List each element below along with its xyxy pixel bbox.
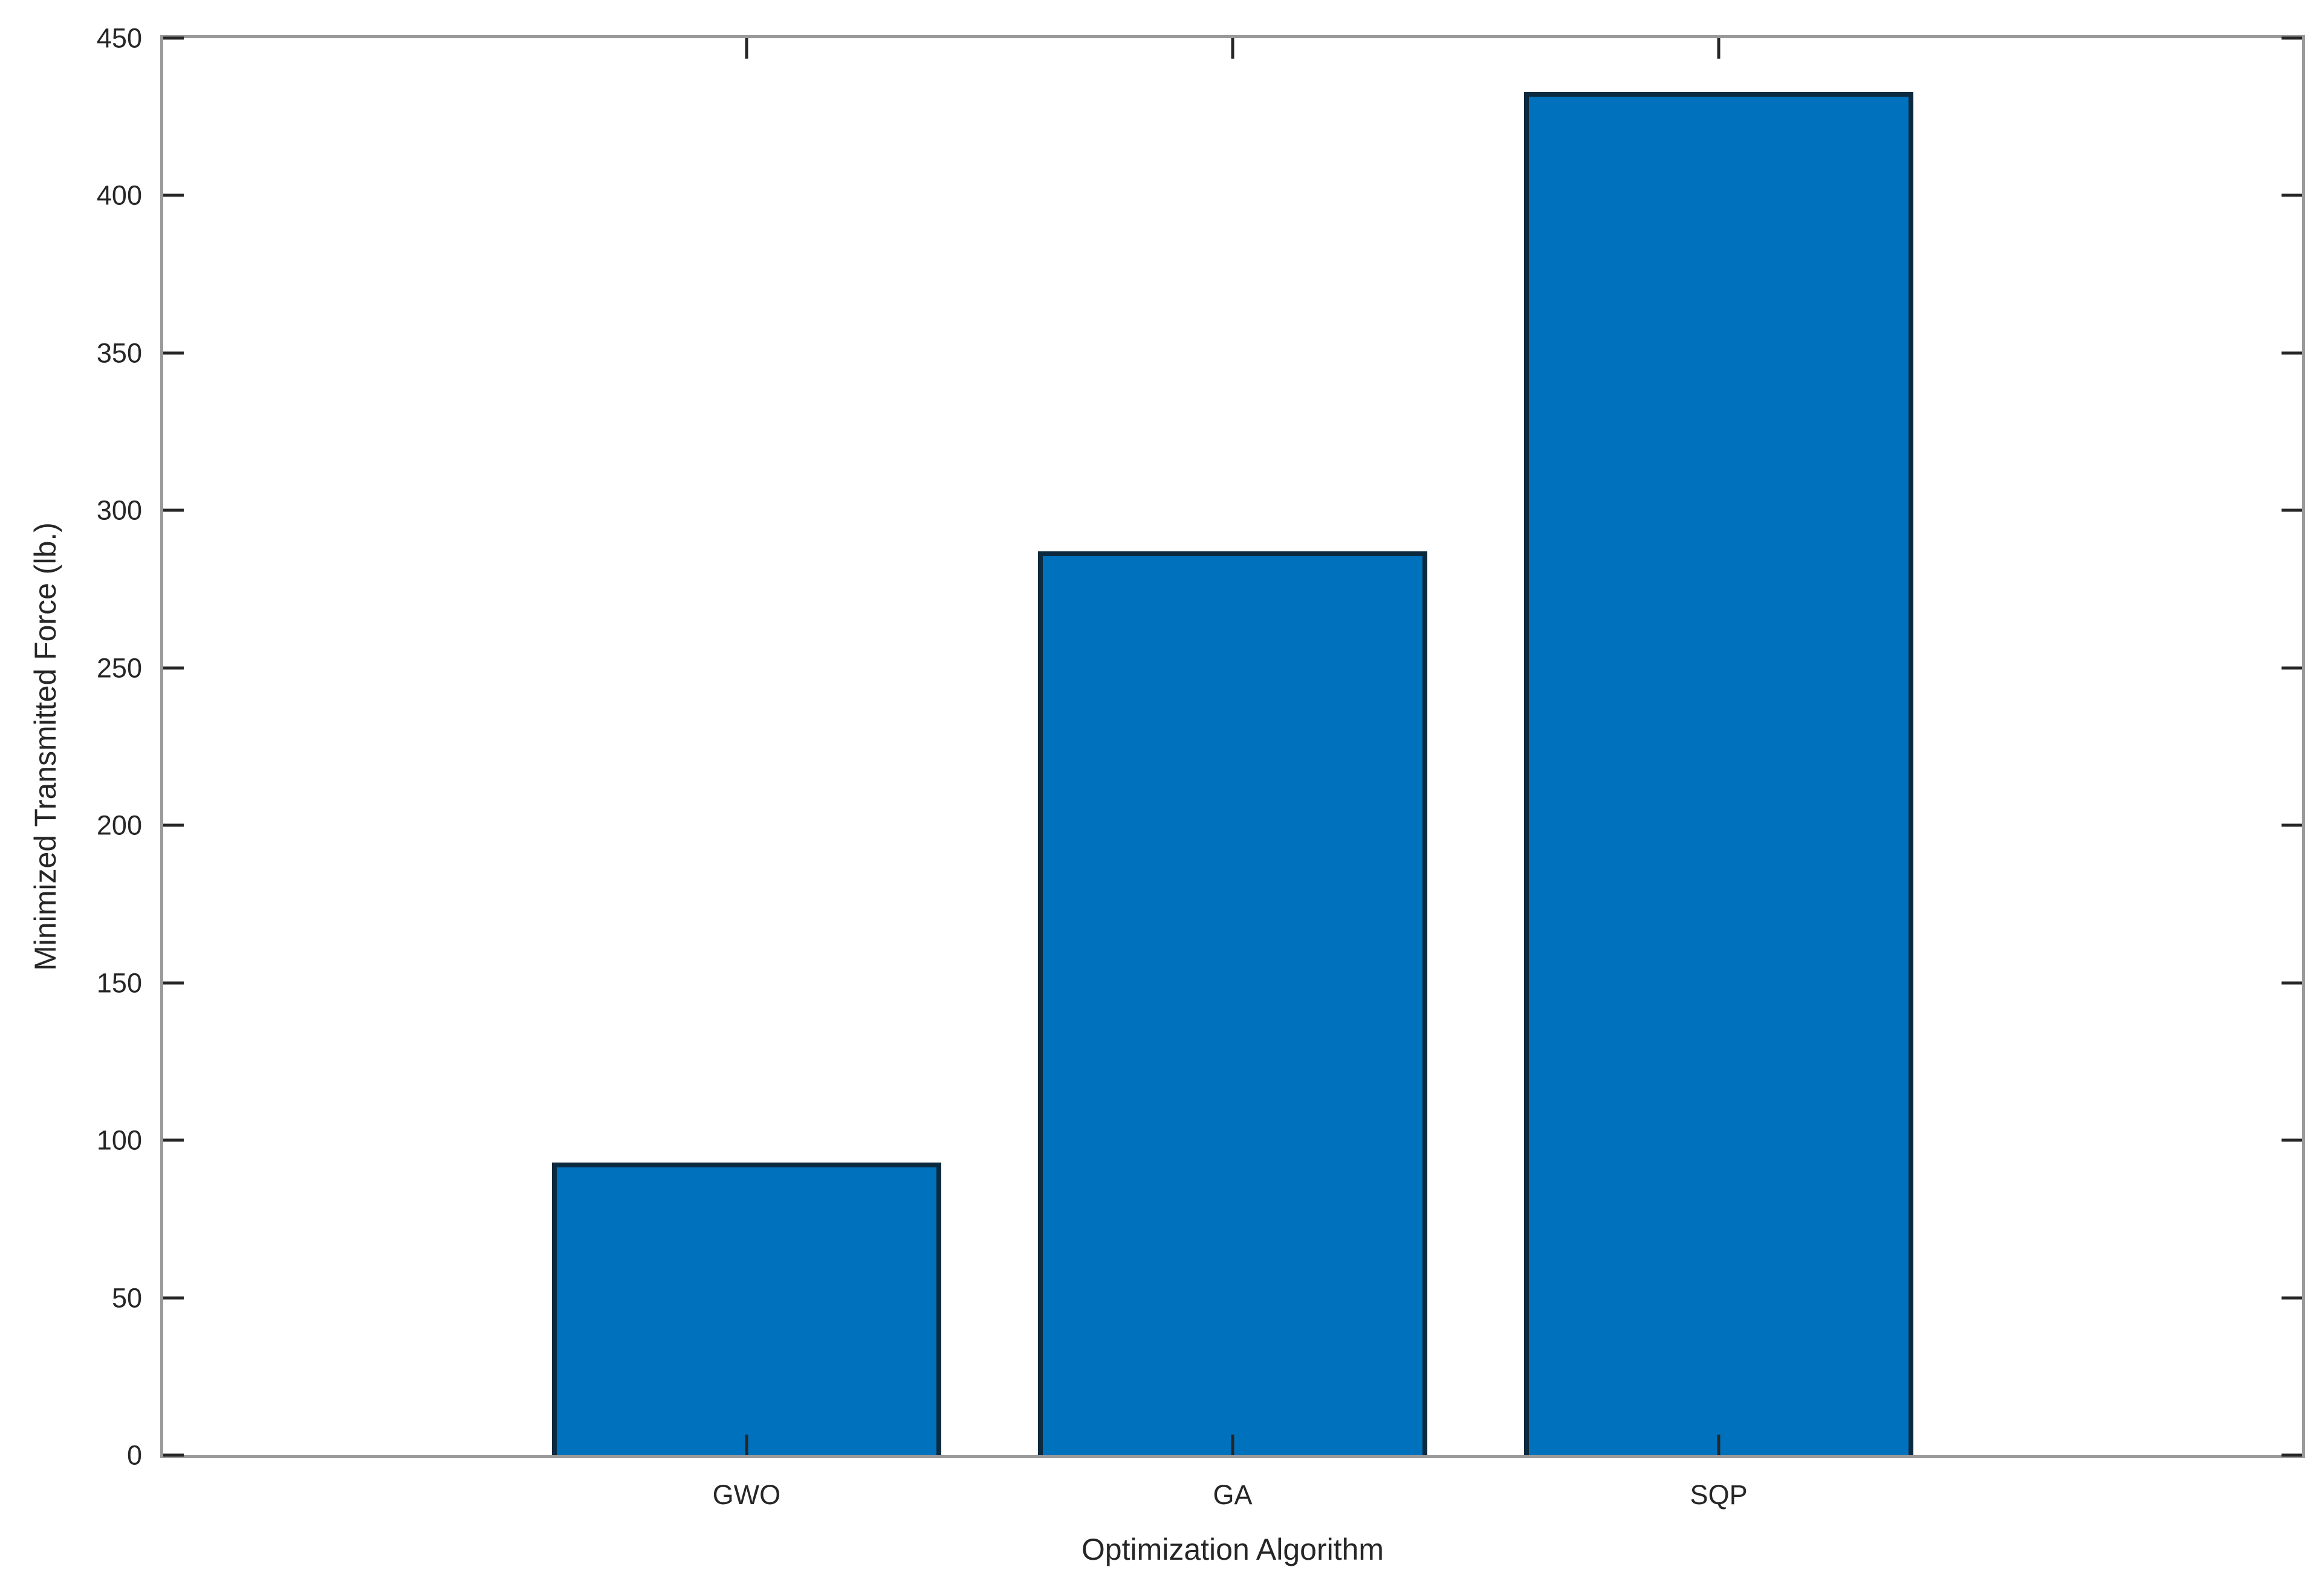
y-tick-mark <box>2282 193 2302 197</box>
y-tick-label: 100 <box>96 1124 142 1156</box>
y-axis-tick-labels: 0 50 100 150 200 250 300 350 400 450 <box>0 25 142 1469</box>
y-tick-mark <box>163 666 184 670</box>
y-tick-mark <box>163 508 184 512</box>
y-tick-mark <box>2282 351 2302 355</box>
x-tick-mark <box>1231 1435 1234 1455</box>
y-tick-mark <box>163 36 184 40</box>
x-tick-mark <box>1717 1435 1721 1455</box>
x-tick-mark <box>745 38 748 59</box>
y-tick-label: 0 <box>126 1439 142 1471</box>
y-tick-label: 250 <box>96 652 142 684</box>
y-tick-mark <box>2282 36 2302 40</box>
x-tick-mark <box>1231 38 1234 59</box>
plot-area <box>160 35 2305 1458</box>
y-tick-label: 150 <box>96 967 142 999</box>
x-axis-title: Optimization Algorithm <box>1081 1533 1384 1566</box>
y-tick-mark <box>163 193 184 197</box>
y-tick-label: 200 <box>96 809 142 841</box>
y-tick-mark <box>2282 1296 2302 1300</box>
y-tick-mark <box>2282 823 2302 827</box>
x-tick-label-gwo: GWO <box>712 1479 781 1510</box>
bar-sqp <box>1524 91 1913 1455</box>
y-tick-label: 300 <box>96 495 142 526</box>
y-tick-mark <box>2282 666 2302 670</box>
x-tick-label-sqp: SQP <box>1690 1479 1748 1510</box>
y-tick-label: 450 <box>96 22 142 54</box>
x-tick-label-ga: GA <box>1213 1479 1253 1510</box>
y-tick-mark <box>2282 981 2302 985</box>
y-tick-mark <box>2282 1138 2302 1142</box>
bar-ga <box>1038 551 1427 1455</box>
y-tick-label: 50 <box>111 1282 142 1314</box>
x-tick-mark <box>1717 38 1721 59</box>
y-tick-label: 400 <box>96 180 142 211</box>
y-tick-label: 350 <box>96 337 142 369</box>
y-tick-mark <box>163 1138 184 1142</box>
y-tick-mark <box>2282 508 2302 512</box>
y-tick-mark <box>2282 1453 2302 1457</box>
x-axis-tick-labels: GWO GA SQP <box>163 1458 2302 1508</box>
y-tick-mark <box>163 981 184 985</box>
y-axis-title: Minimized Transmitted Force (lb.) <box>28 522 62 971</box>
x-tick-mark <box>745 1435 748 1455</box>
bar-gwo <box>552 1162 941 1455</box>
y-tick-mark <box>163 351 184 355</box>
y-tick-mark <box>163 1296 184 1300</box>
y-tick-mark <box>163 1453 184 1457</box>
y-tick-mark <box>163 823 184 827</box>
